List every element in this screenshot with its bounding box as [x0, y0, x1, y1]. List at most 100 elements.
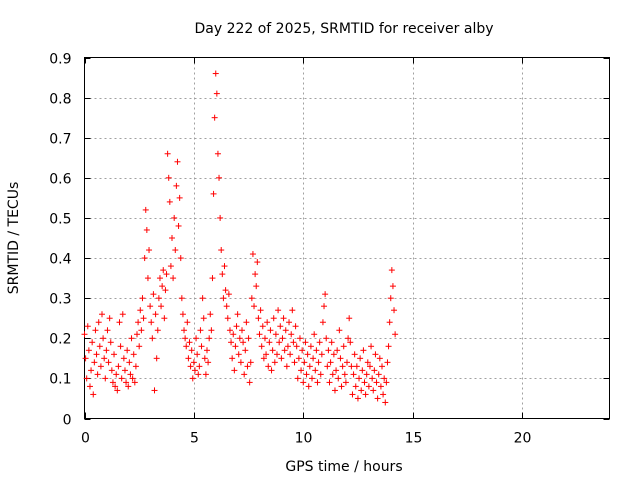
data-point [108, 367, 115, 374]
data-point [337, 355, 344, 362]
data-point [260, 355, 267, 362]
data-point [294, 375, 301, 382]
data-point [224, 315, 231, 322]
data-point [188, 347, 195, 354]
data-point [347, 339, 354, 346]
y-tick-label: 0.9 [49, 52, 71, 68]
y-tick-label: 0.7 [49, 132, 71, 148]
data-point [149, 335, 156, 342]
data-point [336, 327, 343, 334]
data-point [244, 363, 251, 370]
data-point [102, 375, 109, 382]
data-point [339, 363, 346, 370]
data-point [124, 347, 131, 354]
data-point [146, 247, 153, 254]
data-point [99, 311, 105, 318]
data-point [216, 174, 223, 181]
data-point [136, 343, 143, 350]
data-point [246, 379, 253, 386]
data-point [315, 359, 322, 366]
data-point [113, 371, 120, 378]
data-point [228, 339, 235, 346]
data-point [299, 347, 306, 354]
data-point [334, 347, 341, 354]
data-point [167, 263, 174, 270]
data-point [229, 355, 236, 362]
data-point [391, 307, 398, 314]
data-point [218, 247, 225, 254]
data-point [200, 315, 207, 322]
data-point [120, 355, 127, 362]
data-point [359, 367, 366, 374]
data-point [362, 391, 369, 398]
data-point [179, 311, 186, 318]
data-point [366, 363, 373, 370]
data-point [153, 355, 160, 362]
data-point [129, 375, 136, 382]
data-point [103, 347, 110, 354]
data-point [329, 371, 336, 378]
data-point [96, 343, 103, 350]
data-point [131, 379, 138, 386]
data-point [114, 387, 121, 394]
y-tick-label: 0 [63, 413, 72, 429]
data-point [289, 307, 296, 314]
data-point [386, 319, 393, 326]
data-point [151, 387, 158, 394]
data-point [164, 150, 171, 157]
y-axis-label: SRMTID / TECUs [6, 182, 22, 295]
data-point [290, 339, 297, 346]
data-point [321, 303, 328, 310]
data-point [84, 323, 91, 330]
data-point [313, 347, 320, 354]
data-point [243, 319, 250, 326]
data-point [281, 347, 288, 354]
data-point [298, 367, 305, 374]
data-point [199, 295, 206, 302]
data-point [352, 383, 359, 390]
data-point [314, 379, 321, 386]
data-point [335, 375, 342, 382]
data-point [194, 351, 201, 358]
data-point [235, 351, 242, 358]
data-point [148, 319, 155, 326]
data-point [105, 359, 112, 366]
data-point [210, 190, 217, 197]
data-point [316, 339, 323, 346]
data-point [382, 399, 389, 406]
data-point [255, 315, 262, 322]
data-point [275, 307, 282, 314]
data-point [175, 222, 182, 229]
data-point [173, 182, 180, 189]
data-point [280, 315, 287, 322]
data-point [204, 347, 210, 354]
y-tick-label: 0.6 [49, 172, 71, 188]
data-point [389, 283, 396, 290]
data-point [116, 319, 123, 326]
data-point [137, 307, 144, 314]
axis-ticks: 0 0.1 0.2 0.3 0.4 0.5 0.6 0.7 0.8 0.9 0 5 10 15 20 [49, 52, 610, 447]
data-point [302, 339, 309, 346]
data-point [154, 327, 161, 334]
data-point [368, 343, 375, 350]
data-point [156, 275, 163, 282]
y-tick-label: 0.8 [49, 92, 71, 108]
data-point [190, 359, 197, 366]
data-point [261, 335, 268, 342]
data-point [196, 363, 203, 370]
data-point [303, 371, 310, 378]
data-point [301, 359, 308, 366]
data-point [304, 351, 311, 358]
data-point [178, 295, 185, 302]
data-point [220, 295, 227, 302]
data-point [287, 351, 294, 358]
data-point [353, 363, 360, 370]
data-point [147, 303, 154, 310]
data-point [130, 351, 137, 358]
data-point [380, 391, 387, 398]
data-point [144, 275, 151, 282]
plot-frame [84, 57, 610, 419]
data-point [83, 375, 90, 382]
data-point [89, 339, 96, 346]
data-point [221, 263, 228, 270]
